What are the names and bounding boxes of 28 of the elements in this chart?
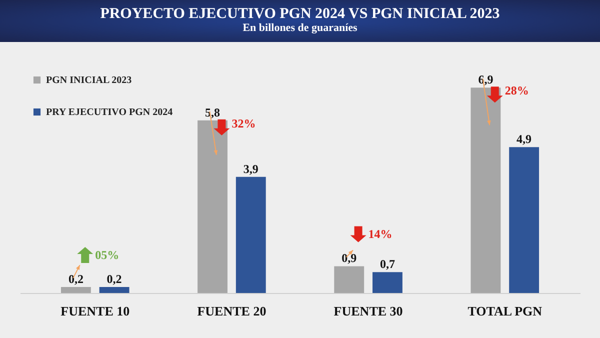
data-label: 6,9: [478, 72, 494, 87]
data-label: 0,7: [380, 257, 395, 272]
chart-subtitle: En billones de guaraníes: [242, 22, 358, 34]
bar: [509, 147, 540, 293]
x-tick-label: FUENTE 30: [334, 304, 403, 318]
x-tick-label: TOTAL PGN: [468, 304, 543, 318]
bar: [334, 266, 364, 293]
data-label: 0,2: [68, 272, 84, 286]
legend-label: PGN INICIAL 2023: [46, 75, 132, 86]
x-tick-label: FUENTE 10: [60, 304, 130, 318]
annotation: 32%: [232, 116, 256, 130]
bar: [60, 287, 91, 293]
annotation: 05%: [95, 248, 120, 262]
data-label: 5,8: [205, 105, 220, 120]
data-label: 3,9: [243, 162, 258, 176]
bar: [470, 88, 501, 293]
bar: [99, 287, 130, 293]
legend-label: PRY EJECUTIVO PGN 2024: [46, 107, 173, 118]
bar: [198, 120, 228, 293]
data-label: 0,2: [106, 272, 122, 286]
chart-title: PROYECTO EJECUTIVO PGN 2024 VS PGN INICIAL 2023: [100, 6, 500, 22]
bar: [372, 272, 402, 293]
bar: [236, 176, 266, 293]
data-label: 0,9: [342, 251, 357, 266]
annotation: 28%: [504, 84, 529, 98]
annotation: 14%: [368, 227, 392, 242]
data-label: 4,9: [516, 132, 532, 146]
x-tick-label: FUENTE 20: [197, 304, 266, 318]
